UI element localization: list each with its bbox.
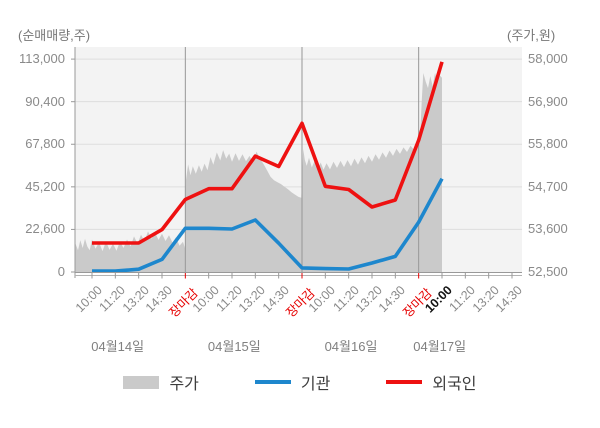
date-label: 04월14일: [91, 339, 145, 354]
date-label: 04월15일: [207, 339, 261, 354]
x-label-time: 13:20: [236, 283, 269, 316]
right-axis-tick-label: 58,000: [528, 51, 568, 67]
legend-institution-label: 기관: [300, 376, 331, 393]
foreigner-line-swatch: [386, 380, 423, 384]
legend-foreigner-label: 외국인: [432, 376, 477, 393]
left-axis-tick-label: 113,000: [18, 51, 65, 67]
chart-plot-area[interactable]: [70, 47, 522, 279]
legend-item-institution: 기관: [254, 370, 331, 394]
right-axis-title: (주가,원): [507, 28, 556, 43]
right-axis-tick-label: 55,800: [528, 136, 568, 152]
price-area-series: [75, 73, 442, 272]
date-label: 04월17일: [413, 339, 467, 354]
left-axis-tick-label: 22,600: [25, 221, 65, 237]
right-axis-tick-label: 53,600: [528, 221, 568, 237]
institution-line-swatch: [254, 380, 291, 384]
date-label: 04월16일: [324, 339, 378, 354]
left-axis-tick-label: 90,400: [25, 93, 65, 109]
institution-line-series: [92, 177, 444, 273]
right-axis-tick-label: 56,900: [528, 93, 568, 109]
left-axis-title: (순매매량,주): [18, 28, 91, 43]
x-label-time: 13:20: [119, 283, 152, 316]
left-axis-tick-label: 45,200: [25, 178, 65, 194]
legend: 주가 기관 외국인: [0, 370, 600, 394]
price-area-swatch: [123, 375, 160, 389]
foreigner-line-series: [92, 61, 444, 245]
legend-item-foreigner: 외국인: [386, 370, 477, 394]
x-label-time: 13:20: [469, 283, 502, 316]
left-axis-tick-label: 67,800: [25, 136, 65, 152]
left-axis-tick-label: 0: [57, 264, 65, 279]
right-axis-tick-label: 54,700: [528, 178, 568, 194]
legend-item-price: 주가: [123, 370, 199, 394]
right-axis-tick-label: 52,500: [528, 264, 568, 279]
legend-price-label: 주가: [169, 376, 199, 393]
